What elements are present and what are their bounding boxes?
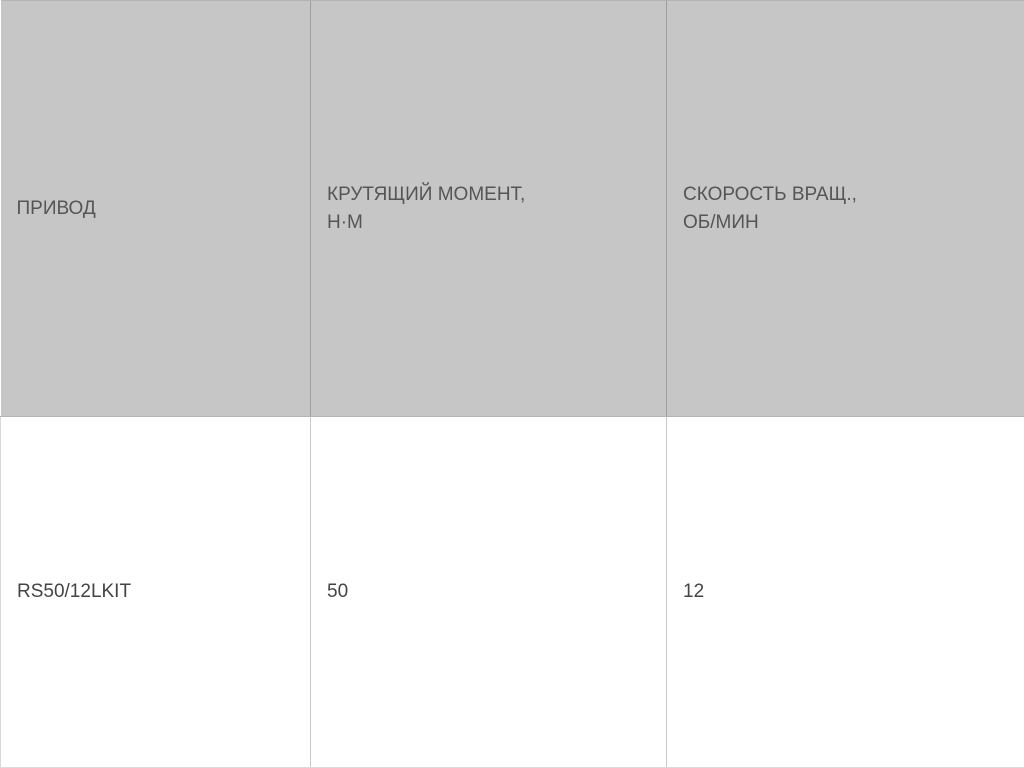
column-header-torque: КРУТЯЩИЙ МОМЕНТ, Н·М <box>310 0 667 417</box>
cell-torque: 50 <box>310 416 667 768</box>
table-body: RS50/12LKIT 50 12 <box>0 416 1024 768</box>
table-row: RS50/12LKIT 50 12 <box>0 416 1024 768</box>
column-header-speed: СКОРОСТЬ ВРАЩ., ОБ/МИН <box>666 0 1024 417</box>
cell-speed: 12 <box>666 416 1024 768</box>
cell-drive: RS50/12LKIT <box>0 416 311 768</box>
table-header-row: ПРИВОД КРУТЯЩИЙ МОМЕНТ, Н·М СКОРОСТЬ ВРА… <box>0 0 1024 417</box>
column-header-drive: ПРИВОД <box>0 0 311 417</box>
table-header: ПРИВОД КРУТЯЩИЙ МОМЕНТ, Н·М СКОРОСТЬ ВРА… <box>0 0 1024 417</box>
